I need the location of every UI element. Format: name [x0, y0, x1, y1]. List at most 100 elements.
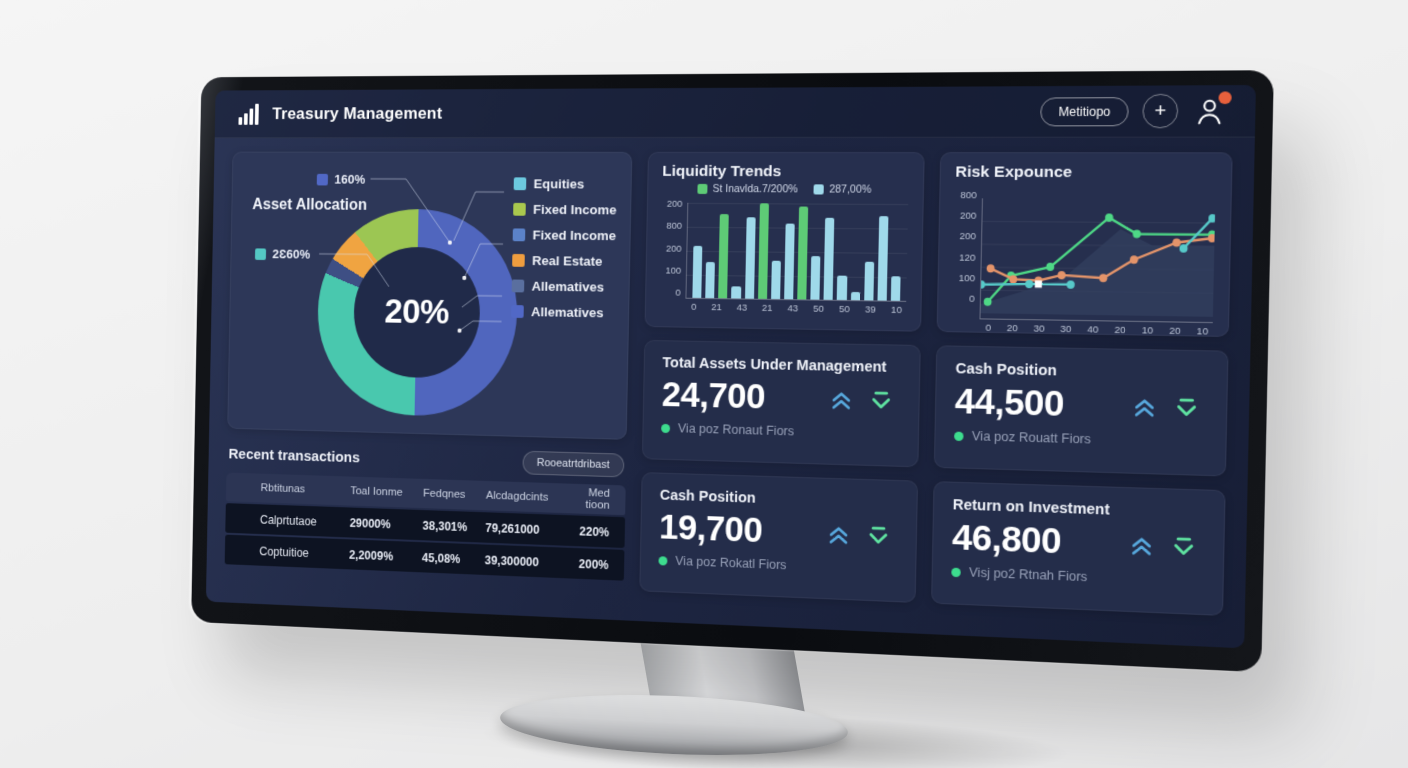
bar-chart-x-axis: 0 21 43 21 43 50 50 39 10	[691, 302, 902, 316]
kpi-card-return-on-investment: Return on Investment 46,800 Visj po2 Rtn…	[931, 481, 1226, 616]
legend-swatch	[510, 305, 524, 318]
recent-transactions-section: Recent transactions Rooeatrtdribast Rbti…	[224, 440, 627, 581]
bar[interactable]	[757, 203, 769, 299]
x-tick: 20	[1114, 324, 1126, 337]
legend-label: Fixed Income	[532, 202, 617, 218]
menu-pill-button[interactable]: Metitiopo	[1040, 96, 1129, 126]
table-cell: 45,08%	[421, 550, 461, 566]
bar[interactable]	[863, 261, 874, 301]
liquidity-trends-legend: St Inavlda.7/200% 287,00%	[662, 183, 909, 196]
legend-swatch	[511, 253, 525, 267]
liquidity-trends-card: Liquidity Trends St Inavlda.7/200% 287,00…	[644, 151, 925, 332]
column-header[interactable]: Med tioon	[585, 487, 611, 512]
donut-callout: 2Ɛ60%	[254, 246, 311, 262]
risk-exposure-card: Risk Expounce 800 200 200 120 100 0 0 20 30 30 40…	[936, 152, 1233, 338]
bar[interactable]	[823, 218, 835, 300]
status-dot	[661, 423, 671, 433]
x-tick: 30	[1033, 323, 1045, 335]
table-cell: 38,301%	[422, 518, 468, 534]
trend-up-icon[interactable]	[826, 521, 852, 547]
topbar: Treasury Management Metitiopo +	[214, 85, 1256, 139]
trend-down-icon[interactable]	[865, 522, 891, 548]
y-tick: 120	[958, 252, 976, 264]
column-header[interactable]: Rbtitunas	[260, 482, 306, 496]
monitor: Treasury Management Metitiopo + Asset Al…	[191, 70, 1274, 673]
data-point	[1172, 238, 1181, 247]
bar[interactable]	[850, 292, 860, 301]
callout-swatch	[316, 173, 329, 185]
bar[interactable]	[837, 275, 847, 301]
bar[interactable]	[770, 260, 781, 300]
x-tick: 20	[1168, 325, 1181, 338]
left-column: Asset Allocation 160% 2Ɛ60% 20%	[224, 151, 633, 609]
bar[interactable]	[744, 217, 756, 299]
column-header[interactable]: Alcdagdcints	[485, 489, 549, 504]
bar-chart-logo-icon	[238, 103, 259, 125]
legend-item: Equities	[513, 176, 617, 191]
table-cell: 2,2009%	[348, 547, 394, 563]
legend-label: Fixed Income	[532, 227, 617, 244]
legend-swatch	[512, 202, 526, 216]
x-tick: 43	[787, 303, 799, 315]
x-tick: 50	[813, 303, 825, 315]
trend-down-icon[interactable]	[1170, 533, 1198, 560]
risk-exposure-svg	[981, 198, 1216, 317]
trend-up-icon[interactable]	[828, 386, 854, 412]
donut-center-value: 20%	[384, 292, 450, 332]
x-tick: 39	[864, 304, 876, 316]
user-profile-button[interactable]	[1192, 90, 1232, 128]
transactions-title: Recent transactions	[228, 445, 361, 466]
bar[interactable]	[797, 206, 809, 300]
column-header[interactable]: Toal Ionme	[350, 485, 403, 499]
x-tick: 50	[838, 303, 850, 316]
asset-allocation-donut[interactable]: 20%	[316, 208, 519, 419]
callout-label: 2Ɛ60%	[272, 246, 311, 262]
kpi-card-cash-position-2: Cash Position 19,700 Via poz Rokatl Fior…	[639, 472, 919, 603]
transactions-filter-button[interactable]: Rooeatrtdribast	[522, 450, 625, 478]
x-tick: 10	[890, 304, 902, 317]
trend-down-icon[interactable]	[1173, 394, 1201, 421]
x-tick: 0	[691, 301, 697, 313]
x-tick: 21	[761, 302, 773, 315]
kpi-subtitle: Via poz Ronaut Fiors	[677, 421, 795, 439]
bar[interactable]	[784, 223, 795, 300]
area-series	[980, 228, 1215, 317]
column-header[interactable]: Fedqnes	[423, 487, 466, 501]
bar[interactable]	[731, 285, 741, 299]
table-cell: 200%	[578, 556, 609, 572]
dashboard-body: Asset Allocation 160% 2Ɛ60% 20%	[206, 138, 1255, 649]
bar-legend-item: 287,00%	[813, 183, 872, 196]
transactions-table: Rbtitunas Toal Ionme Fedqnes Alcdagdcints Me…	[224, 472, 626, 581]
x-tick: 10	[1196, 326, 1209, 338]
y-tick: 200	[665, 243, 682, 255]
trend-up-icon[interactable]	[1128, 531, 1155, 558]
status-dot	[951, 567, 961, 577]
y-tick: 200	[959, 231, 977, 243]
brand: Treasury Management	[238, 103, 443, 125]
x-tick: 43	[736, 302, 748, 314]
bar[interactable]	[705, 261, 716, 299]
bar[interactable]	[692, 245, 703, 298]
add-button[interactable]: +	[1142, 93, 1179, 129]
kpi-value: 19,700	[658, 507, 763, 551]
notification-badge	[1218, 90, 1232, 104]
legend-item: Real Estate	[511, 253, 616, 269]
kpi-value: 24,700	[661, 375, 766, 417]
bar[interactable]	[890, 276, 901, 301]
trend-up-icon[interactable]	[1131, 393, 1158, 420]
callout-swatch	[254, 247, 267, 260]
bar[interactable]	[877, 216, 889, 301]
risk-exposure-title: Risk Expounce	[955, 163, 1073, 182]
line-chart-y-axis: 800 200 200 120 100 0	[953, 190, 982, 305]
x-tick: 30	[1060, 323, 1072, 336]
table-cell: 220%	[579, 524, 610, 539]
donut-legend: Equities Fixed Income Fixed Income Real Est…	[510, 176, 617, 320]
bar[interactable]	[810, 256, 821, 300]
kpi-title: Total Assets Under Management	[662, 355, 887, 376]
table-cell: 29000%	[349, 515, 391, 531]
legend-swatch	[512, 228, 526, 242]
donut-hole: 20%	[353, 246, 481, 379]
table-cell: 79,261000	[485, 520, 540, 537]
trend-down-icon[interactable]	[868, 387, 894, 413]
bar[interactable]	[718, 214, 730, 299]
